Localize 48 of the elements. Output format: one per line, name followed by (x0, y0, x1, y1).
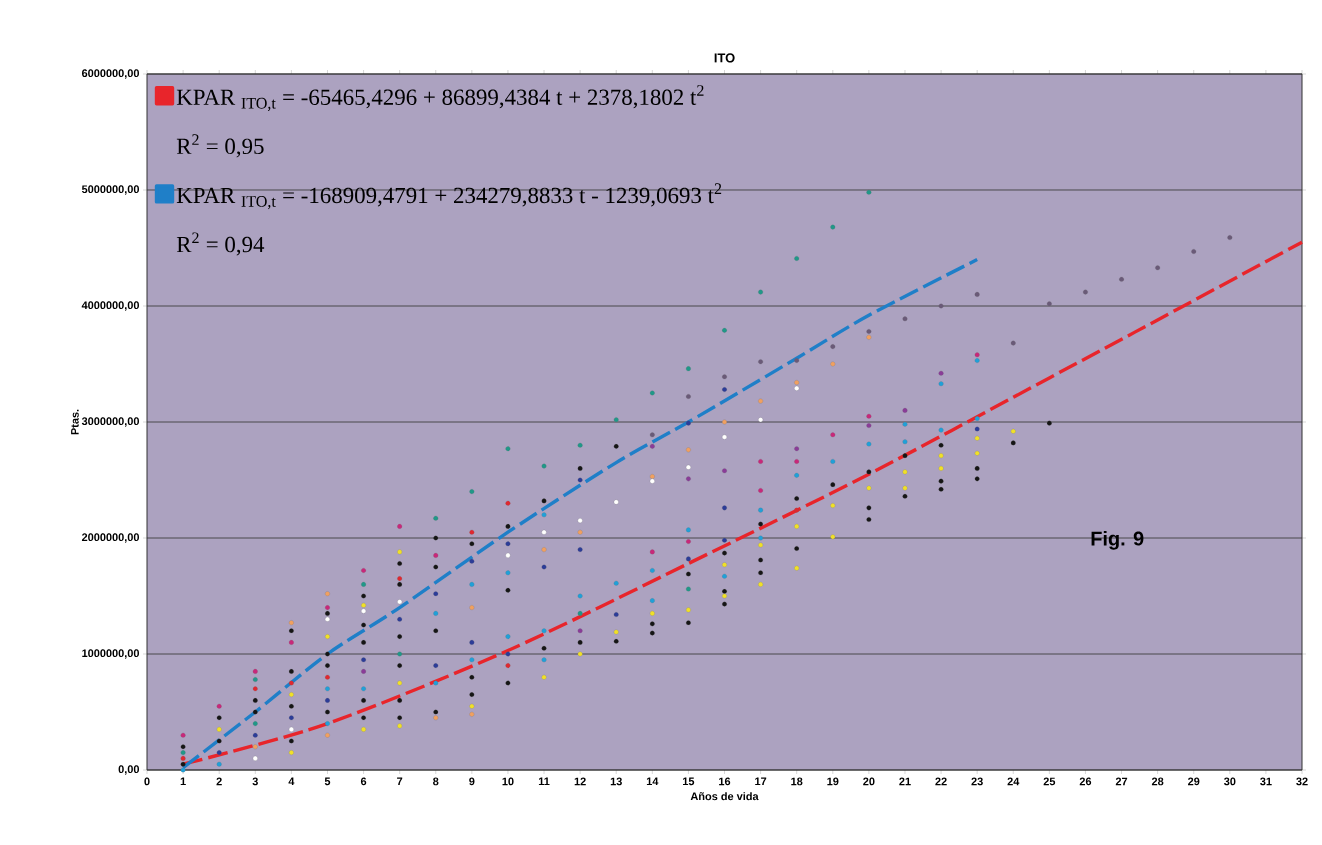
x-tick-label: 9 (469, 777, 475, 786)
y-tick-label: 4000000,00 (81, 301, 140, 311)
y-tick-label: 2000000,00 (81, 533, 140, 543)
legend-label: KPAR $_{ITO,t}$ = -168909,4791 + 234279,8833 t - 1239,0693 t$^{2}$ (176, 183, 722, 210)
legend-label: KPAR $_{ITO,t}$ = -65465,4296 + 86899,4384 t + 2378,1802 t$^{2}$ (176, 85, 704, 111)
x-tick-label: 13 (610, 777, 622, 786)
x-tick-label: 8 (433, 777, 439, 786)
x-tick-label: 26 (1079, 777, 1092, 786)
x-tick-label: 11 (538, 777, 550, 786)
annotation: Fig. 9 (1091, 530, 1144, 550)
y-tick-label: 1000000,00 (82, 649, 140, 659)
x-tick-label: 0 (144, 777, 150, 786)
x-tick-label: 3 (252, 777, 258, 786)
x-tick-label: 22 (935, 777, 947, 786)
x-tick-label: 7 (397, 777, 403, 786)
y-tick-label: 5000000,00 (81, 185, 140, 195)
x-tick-label: 19 (827, 777, 839, 786)
x-tick-label: 16 (719, 777, 731, 786)
x-tick-label: 15 (683, 777, 695, 786)
x-tick-label: 30 (1223, 777, 1236, 786)
x-tick-label: 14 (646, 777, 659, 786)
x-tick-label: 20 (863, 777, 875, 786)
annotation: R$^{2}$ = 0,94 (176, 232, 265, 256)
x-tick-label: 10 (502, 777, 514, 786)
x-tick-label: 21 (899, 777, 911, 786)
x-tick-label: 18 (791, 777, 803, 786)
x-tick-label: 12 (574, 777, 586, 786)
x-tick-label: 32 (1296, 777, 1308, 786)
x-tick-label: 23 (971, 777, 983, 786)
x-tick-label: 25 (1043, 777, 1056, 786)
y-tick-label: 6000000,00 (81, 69, 140, 79)
x-tick-label: 1 (180, 777, 186, 786)
annotation: R$^{2}$ = 0,95 (176, 134, 264, 158)
x-axis-title: Años de vida (690, 792, 759, 801)
x-tick-label: 6 (360, 777, 367, 786)
y-axis-title: Ptas. (71, 409, 79, 435)
x-tick-label: 31 (1260, 777, 1272, 786)
y-tick-label: 0,00 (118, 765, 140, 775)
x-tick-label: 29 (1188, 777, 1200, 786)
x-tick-label: 5 (324, 777, 331, 786)
y-tick-label: 3000000,00 (81, 417, 140, 427)
chart-title: ITO (714, 53, 735, 63)
x-tick-label: 28 (1151, 777, 1164, 786)
x-tick-label: 17 (755, 777, 767, 786)
x-tick-label: 4 (288, 777, 295, 786)
x-tick-label: 27 (1115, 777, 1128, 786)
x-tick-label: 2 (216, 777, 222, 786)
x-tick-label: 24 (1007, 777, 1020, 786)
